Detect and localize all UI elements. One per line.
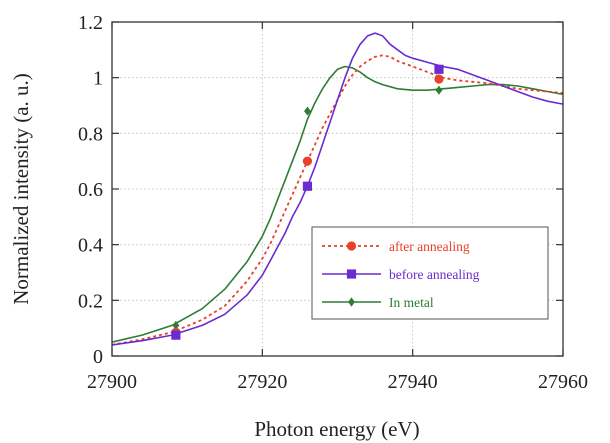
series-line-before-annealing <box>111 32 564 346</box>
data-point-before-annealing <box>434 64 444 74</box>
y-tick-label: 1.2 <box>78 12 103 34</box>
y-tick-label: 1 <box>93 68 103 90</box>
y-tick-label: 0 <box>93 346 103 368</box>
data-point-in-metal <box>304 106 311 116</box>
x-tick-label: 27920 <box>237 371 287 393</box>
series-layer <box>111 32 564 346</box>
series-line-after-annealing <box>111 54 564 346</box>
series-line-in-metal <box>111 65 564 343</box>
data-point-in-metal <box>435 85 443 95</box>
x-tick-label: 27900 <box>87 371 137 393</box>
x-axis-title: Photon energy (eV) <box>254 417 419 441</box>
legend-marker-before-annealing <box>346 269 357 279</box>
y-axis-title: Normalized intensity (a. u.) <box>9 73 33 305</box>
x-tick-label: 27940 <box>388 371 438 393</box>
data-point-before-annealing <box>302 181 313 191</box>
ticks: 0 0.2 0.4 0.6 0.8 1 1.2 27900 27920 27940 27960 <box>78 12 588 393</box>
data-point-after-annealing <box>302 156 313 166</box>
legend-label-in-metal: In metal <box>389 295 434 310</box>
data-point-in-metal <box>172 320 180 330</box>
legend-marker-in-metal <box>348 297 355 307</box>
y-tick-label: 0.2 <box>78 290 103 312</box>
x-tick-label: 27960 <box>538 371 588 393</box>
legend: after annealing before annealing In metal <box>311 226 549 320</box>
y-tick-label: 0.4 <box>78 235 103 257</box>
y-tick-label: 0.8 <box>78 123 103 145</box>
data-point-before-annealing <box>171 330 181 340</box>
y-tick-label: 0.6 <box>78 179 103 201</box>
data-point-after-annealing <box>434 74 444 84</box>
legend-marker-after-annealing <box>346 241 357 251</box>
legend-label-after-annealing: after annealing <box>389 239 470 254</box>
legend-label-before-annealing: before annealing <box>389 267 480 282</box>
